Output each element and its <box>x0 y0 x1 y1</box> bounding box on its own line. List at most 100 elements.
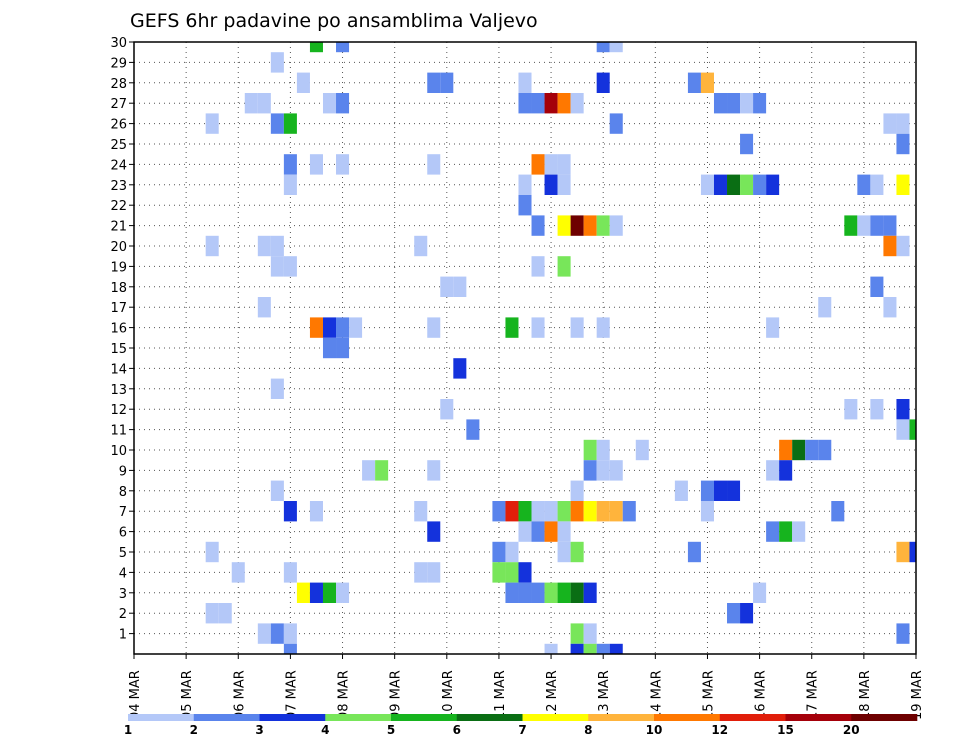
x-tick-label: 09 MAR <box>389 670 404 720</box>
heatmap-cell <box>896 399 910 420</box>
x-tick-label: 14 MAR <box>649 670 664 720</box>
colorbar-label: 1 <box>124 723 132 737</box>
heatmap-cell <box>505 541 519 563</box>
heatmap-cell <box>792 521 806 542</box>
heatmap-cell <box>309 154 323 175</box>
y-tick-label: 11 <box>110 424 127 439</box>
y-tick-label: 4 <box>119 566 127 581</box>
heatmap-cell <box>570 623 584 644</box>
heatmap-cell <box>453 358 467 379</box>
heatmap-cell <box>831 501 845 522</box>
heatmap-cell <box>870 174 884 195</box>
heatmap-cell <box>270 378 284 399</box>
heatmap-cell <box>609 42 623 53</box>
heatmap-cell <box>700 480 714 501</box>
heatmap-cell <box>700 72 714 93</box>
heatmap-cell <box>596 215 610 236</box>
heatmap-cell <box>505 562 519 583</box>
heatmap-cell <box>349 317 363 338</box>
x-tick-label: 16 MAR <box>754 670 769 720</box>
heatmap-cell <box>909 541 916 563</box>
x-tick-label: 19 MAR <box>910 670 925 720</box>
x-tick-label: 12 MAR <box>545 670 560 720</box>
heatmap-cell <box>531 521 545 542</box>
heatmap-cell <box>570 541 584 563</box>
y-tick-label: 8 <box>119 485 127 500</box>
colorbar-label: 4 <box>321 723 329 737</box>
heatmap-cell <box>322 317 337 338</box>
heatmap-cell <box>557 541 571 563</box>
x-axis-ticks: 04 MAR 05 MAR 06 MAR 07 MAR 08 MAR 09 MAR 10 M… <box>128 654 925 720</box>
heatmap-cell <box>557 582 571 603</box>
heatmap-cell <box>544 501 558 522</box>
heatmap-cell <box>583 460 597 481</box>
heatmap-cell <box>257 623 271 644</box>
heatmap-cell <box>779 521 793 542</box>
heatmap-cell <box>283 562 297 583</box>
heatmap-cell <box>753 582 767 603</box>
heatmap-cell <box>205 541 219 563</box>
y-tick-label: 24 <box>110 158 127 173</box>
heatmap-cell <box>244 93 258 114</box>
heatmap-cell <box>544 174 558 195</box>
heatmap-cell <box>205 113 219 134</box>
heatmap-cell <box>596 42 610 53</box>
colorbar-swatch <box>785 714 852 721</box>
y-tick-label: 25 <box>110 138 127 153</box>
heatmap-cell <box>896 113 910 134</box>
colorbar-label: 20 <box>843 723 860 737</box>
y-tick-label: 23 <box>110 179 127 194</box>
y-tick-label: 29 <box>110 56 127 71</box>
colorbar-swatch <box>588 714 655 721</box>
heatmap-cell <box>818 297 832 318</box>
heatmap-cell <box>557 174 571 195</box>
heatmap-cell <box>283 643 297 654</box>
heatmap-cell <box>531 317 545 338</box>
colorbar-swatch <box>193 714 260 721</box>
heatmap-cell <box>544 93 558 114</box>
y-tick-label: 30 <box>110 36 127 51</box>
heatmap-cell <box>570 93 584 114</box>
heatmap-cell <box>753 93 767 114</box>
heatmap-cell <box>414 562 428 583</box>
y-tick-label: 16 <box>110 322 127 337</box>
heatmap-cell <box>322 93 337 114</box>
heatmap-cell <box>896 419 910 440</box>
heatmap-cell <box>270 256 284 277</box>
heatmap-cell <box>557 521 571 542</box>
heatmap-cell <box>713 93 728 114</box>
colorbar-swatch <box>128 714 195 721</box>
heatmap-cell <box>427 72 441 93</box>
heatmap-cell <box>753 174 767 195</box>
x-tick-label: 05 MAR <box>180 670 195 720</box>
heatmap-cell <box>870 399 884 420</box>
heatmap-cell <box>570 643 584 654</box>
heatmap-cell <box>557 93 571 114</box>
heatmap-cell <box>883 235 897 257</box>
heatmap-cell <box>570 501 584 522</box>
heatmap-cell <box>336 337 350 359</box>
heatmap-cell <box>883 113 897 134</box>
heatmap-cell <box>609 113 623 134</box>
heatmap-cell <box>870 276 884 297</box>
heatmap-cell <box>205 603 219 624</box>
heatmap-cell <box>270 235 284 257</box>
x-tick-label: 08 MAR <box>337 670 352 720</box>
heatmap-cell <box>309 501 323 522</box>
heatmap-cell <box>414 235 428 257</box>
heatmap-cell <box>257 235 271 257</box>
y-tick-label: 28 <box>110 77 127 92</box>
y-tick-label: 13 <box>110 383 127 398</box>
heatmap-cell <box>440 399 454 420</box>
heatmap-cell <box>844 399 858 420</box>
heatmap-cell <box>531 582 545 603</box>
heatmap-cell <box>635 439 649 461</box>
heatmap-cell <box>570 317 584 338</box>
heatmap-cell <box>544 643 558 654</box>
heatmap-cell <box>583 501 597 522</box>
heatmap-cell <box>544 154 558 175</box>
heatmap-cell <box>687 541 701 563</box>
heatmap-cell <box>896 541 910 563</box>
heatmap-cell <box>492 562 506 583</box>
heatmap-cells <box>205 42 916 654</box>
